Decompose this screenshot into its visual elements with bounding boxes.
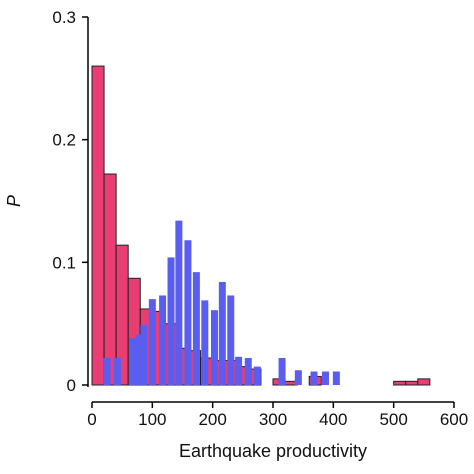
y-ticks: 0 0.1 0.2 0.3 (52, 8, 88, 395)
bar-pink-17 (393, 380, 407, 386)
bar-blue-14 (227, 295, 235, 385)
bar-blue-6 (159, 295, 167, 385)
bar-blue-5 (148, 299, 156, 385)
bar-blue-15 (235, 356, 243, 385)
bar-blue-4 (140, 324, 148, 385)
bar-blue-7 (167, 257, 175, 385)
bar-blue-19 (294, 370, 302, 385)
x-tick-label-5: 500 (379, 410, 407, 429)
y-tick-label-3: 0.3 (52, 8, 76, 27)
x-tick-label-1: 100 (138, 410, 166, 429)
bar-blue-8 (175, 220, 183, 385)
bar-blue-1 (113, 358, 121, 385)
x-axis-title: Earthquake productivity (179, 441, 367, 461)
bar-blue-17 (253, 366, 261, 385)
bar-blue-0 (103, 358, 111, 385)
bar-pink-18 (405, 380, 419, 386)
y-tick-label-1: 0.1 (52, 253, 76, 272)
bar-blue-2 (128, 338, 136, 385)
bar-blue-18 (278, 358, 286, 385)
x-ticks: 0 100 200 300 400 500 600 (87, 402, 468, 429)
bar-blue-12 (210, 310, 218, 385)
bar-pink-1 (103, 173, 117, 386)
bar-blue-16 (244, 358, 252, 385)
x-tick-label-2: 200 (198, 410, 226, 429)
bar-blue-13 (218, 281, 226, 385)
bar-pink-0 (91, 65, 105, 386)
y-tick-label-0: 0 (67, 376, 76, 395)
bar-blue-10 (192, 272, 200, 385)
x-tick-label-0: 0 (87, 410, 96, 429)
bar-blue-9 (184, 240, 192, 385)
x-tick-label-4: 400 (319, 410, 347, 429)
bar-blue-3 (135, 334, 143, 385)
bar-blue-11 (201, 300, 209, 385)
bar-pink-19 (417, 378, 431, 386)
bar-blue-21 (321, 371, 329, 385)
x-tick-label-6: 600 (440, 410, 468, 429)
bar-blue-20 (310, 371, 318, 385)
y-tick-label-2: 0.2 (52, 131, 76, 150)
y-axis-title: P (4, 195, 24, 207)
series-blue-bars (103, 220, 340, 385)
bar-blue-22 (332, 371, 340, 385)
x-tick-label-3: 300 (259, 410, 287, 429)
